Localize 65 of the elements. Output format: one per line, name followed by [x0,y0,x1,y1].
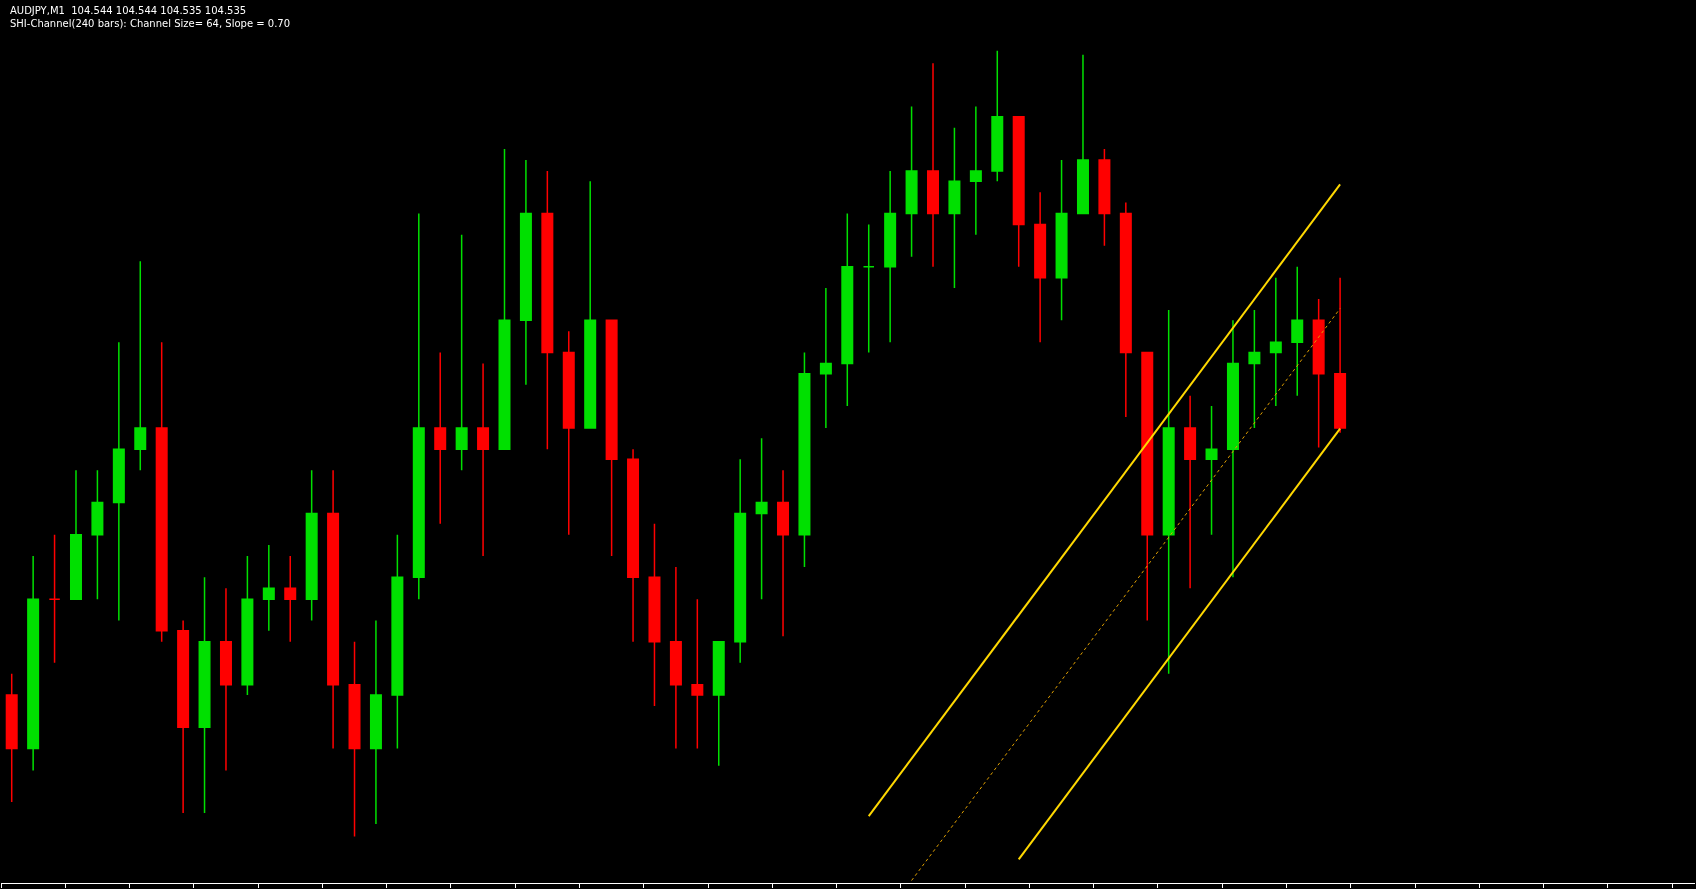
candlestick [348,640,361,838]
candlestick [219,587,232,772]
candlestick [262,544,275,632]
candlestick [948,127,961,289]
candlestick [134,260,147,472]
candlestick [112,341,125,622]
candlestick [1334,277,1347,434]
candlestick [498,148,511,450]
candlestick [1312,298,1325,449]
candlestick [627,448,640,643]
candlestick [584,180,597,429]
candlestick [819,287,832,429]
candlestick [648,523,661,707]
candlestick [477,362,490,557]
candlestick [27,555,40,772]
candlestick [177,619,190,814]
chart-subtitle: SHI-Channel(240 bars): Channel Size= 64, Slope = 0.70 [10,18,291,29]
candlestick [48,534,61,664]
candlestick [1141,351,1154,622]
candlestick [284,555,297,643]
candlestick [562,330,575,536]
candlestick [1055,159,1068,322]
candlestick [884,170,897,344]
candlestick [412,212,425,600]
candlestick [519,159,532,386]
chart-title: AUDJPY,M1 104.544 104.544 104.535 104.535 [10,5,247,16]
candlestick [605,319,618,557]
candlestick [927,62,939,268]
candlestick [691,598,704,750]
candlestick [1291,266,1304,397]
candlestick [777,469,790,637]
candlestick [798,351,811,568]
candlestick [841,212,854,407]
candlestick [369,619,382,825]
candlestick [198,576,211,814]
candlestick [5,673,18,803]
candlestick [1269,277,1282,407]
candlestick [541,170,554,450]
candlestick [91,469,104,600]
candlestick [862,223,875,354]
candlestick [1184,394,1197,589]
candlestick [991,50,1004,182]
candlestick [712,640,725,767]
candlestick [327,469,340,750]
candlestick [1162,309,1175,675]
candlestick [1248,309,1261,429]
candlestick [1012,116,1025,268]
candlestick [241,555,254,696]
candlestick [1034,191,1047,344]
candlestick [69,469,82,600]
candlestick [1076,53,1089,215]
candlestick [1226,319,1239,578]
candlestick [434,351,447,525]
candlestick [669,566,682,750]
candlestick [1119,201,1132,418]
candlestick [755,437,768,600]
candlestick [305,469,318,622]
candlestick [969,105,982,236]
candlestick [155,341,168,643]
candlestick [1098,148,1111,247]
candlestick [455,233,468,472]
candlestick [734,458,747,664]
candlestick [1205,405,1218,536]
candlestick [905,105,918,258]
candlestick [391,534,404,750]
